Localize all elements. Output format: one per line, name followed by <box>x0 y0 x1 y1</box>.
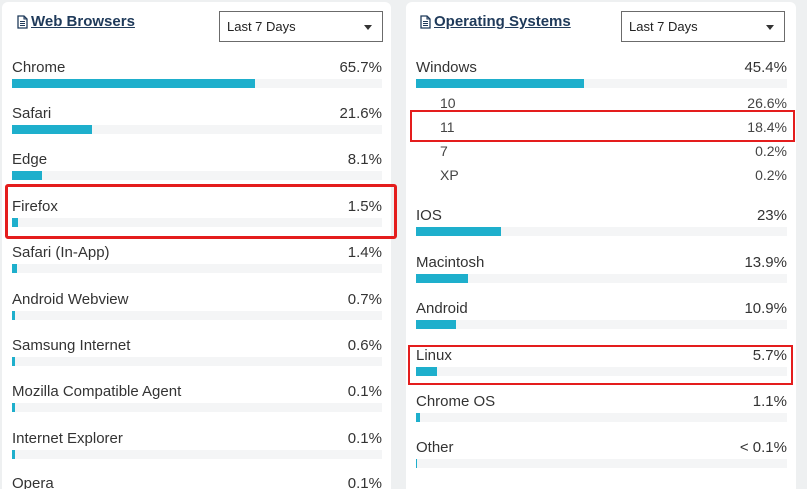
bar-fill <box>12 79 256 88</box>
bar-fill <box>416 79 585 88</box>
windows-version-item: 11 18.4% <box>440 119 787 139</box>
browsers-title-link[interactable]: Web Browsers <box>31 13 135 30</box>
version-value: 0.2% <box>755 167 787 183</box>
bar-track <box>12 357 382 366</box>
bar-track <box>416 320 787 329</box>
item-value: 13.9% <box>744 254 787 271</box>
bar-track <box>416 367 787 376</box>
bar-fill <box>416 459 418 468</box>
item-value: 45.4% <box>744 59 787 76</box>
item-value: 0.1% <box>347 475 382 489</box>
windows-version-item: 7 0.2% <box>440 143 787 163</box>
os-panel: Operating Systems Last 7 Days Windows 45… <box>406 2 796 489</box>
bar-fill <box>12 171 42 180</box>
browsers-panel-header: Web Browsers Last 7 Days <box>2 2 391 60</box>
item-label: Safari (In-App) <box>12 244 110 261</box>
bar-track <box>12 264 382 273</box>
item-value: 0.6% <box>347 337 382 354</box>
item-value: 1.1% <box>752 393 787 410</box>
bar-fill <box>416 227 502 236</box>
bar-track <box>12 218 382 227</box>
item-value: 8.1% <box>347 151 382 168</box>
browsers-range-dropdown[interactable]: Last 7 Days <box>219 11 383 42</box>
bar-track <box>12 403 382 412</box>
item-label: Samsung Internet <box>12 337 131 354</box>
browsers-range-value: Last 7 Days <box>227 19 296 34</box>
os-range-dropdown[interactable]: Last 7 Days <box>621 11 785 42</box>
bar-track <box>416 79 787 88</box>
item-label: Other <box>416 439 454 456</box>
chevron-down-icon <box>766 25 774 30</box>
version-label: 11 <box>440 119 455 135</box>
os-range-value: Last 7 Days <box>629 19 698 34</box>
item-label: Macintosh <box>416 254 485 271</box>
os-panel-header: Operating Systems Last 7 Days <box>406 2 796 60</box>
item-label: Mozilla Compatible Agent <box>12 383 182 400</box>
version-label: XP <box>440 167 459 183</box>
item-label: Chrome OS <box>416 393 496 410</box>
version-value: 18.4% <box>747 119 787 135</box>
document-icon <box>17 14 28 29</box>
windows-version-item: 10 26.6% <box>440 95 787 115</box>
version-value: 0.2% <box>755 143 787 159</box>
item-label: Edge <box>12 151 48 168</box>
bar-track <box>12 450 382 459</box>
item-value: 21.6% <box>339 105 382 122</box>
item-value: 1.4% <box>347 244 382 261</box>
bar-fill <box>416 320 457 329</box>
bar-fill <box>12 403 15 412</box>
bar-track <box>12 125 382 134</box>
item-label: Linux <box>416 347 452 364</box>
item-label: Android <box>416 300 468 317</box>
bar-fill <box>12 264 18 273</box>
bar-track <box>416 227 787 236</box>
bar-track <box>12 311 382 320</box>
windows-version-item: XP 0.2% <box>440 167 787 187</box>
browsers-panel: Web Browsers Last 7 Days Chrome 65.7% Sa… <box>2 2 391 489</box>
item-label: IOS <box>416 207 442 224</box>
item-label: Android Webview <box>12 291 129 308</box>
bar-fill <box>12 125 92 134</box>
item-label: Opera <box>12 475 54 489</box>
item-label: Internet Explorer <box>12 430 123 447</box>
bar-track <box>416 459 787 468</box>
item-value: 10.9% <box>744 300 787 317</box>
bar-track <box>12 171 382 180</box>
item-label: Firefox <box>12 198 58 215</box>
bar-fill <box>12 357 15 366</box>
bar-fill <box>12 218 18 227</box>
chevron-down-icon <box>364 25 372 30</box>
document-icon <box>420 14 431 29</box>
item-label: Safari <box>12 105 52 122</box>
os-title: Operating Systems <box>420 13 571 30</box>
bar-fill <box>416 274 468 283</box>
version-label: 10 <box>440 95 456 111</box>
os-title-link[interactable]: Operating Systems <box>434 13 571 30</box>
item-value: 23% <box>756 207 787 224</box>
bar-track <box>12 79 382 88</box>
item-value: 0.1% <box>347 430 382 447</box>
item-value: 5.7% <box>752 347 787 364</box>
bar-fill <box>416 367 438 376</box>
bar-fill <box>12 311 15 320</box>
item-label: Windows <box>416 59 477 76</box>
bar-fill <box>12 450 15 459</box>
browsers-title: Web Browsers <box>17 13 135 30</box>
item-value: 1.5% <box>347 198 382 215</box>
item-value: < 0.1% <box>739 439 787 456</box>
bar-track <box>416 274 787 283</box>
item-value: 65.7% <box>339 59 382 76</box>
bar-track <box>416 413 787 422</box>
item-value: 0.7% <box>347 291 382 308</box>
version-label: 7 <box>440 143 448 159</box>
item-value: 0.1% <box>347 383 382 400</box>
version-value: 26.6% <box>747 95 787 111</box>
item-label: Chrome <box>12 59 66 76</box>
bar-fill <box>416 413 421 422</box>
